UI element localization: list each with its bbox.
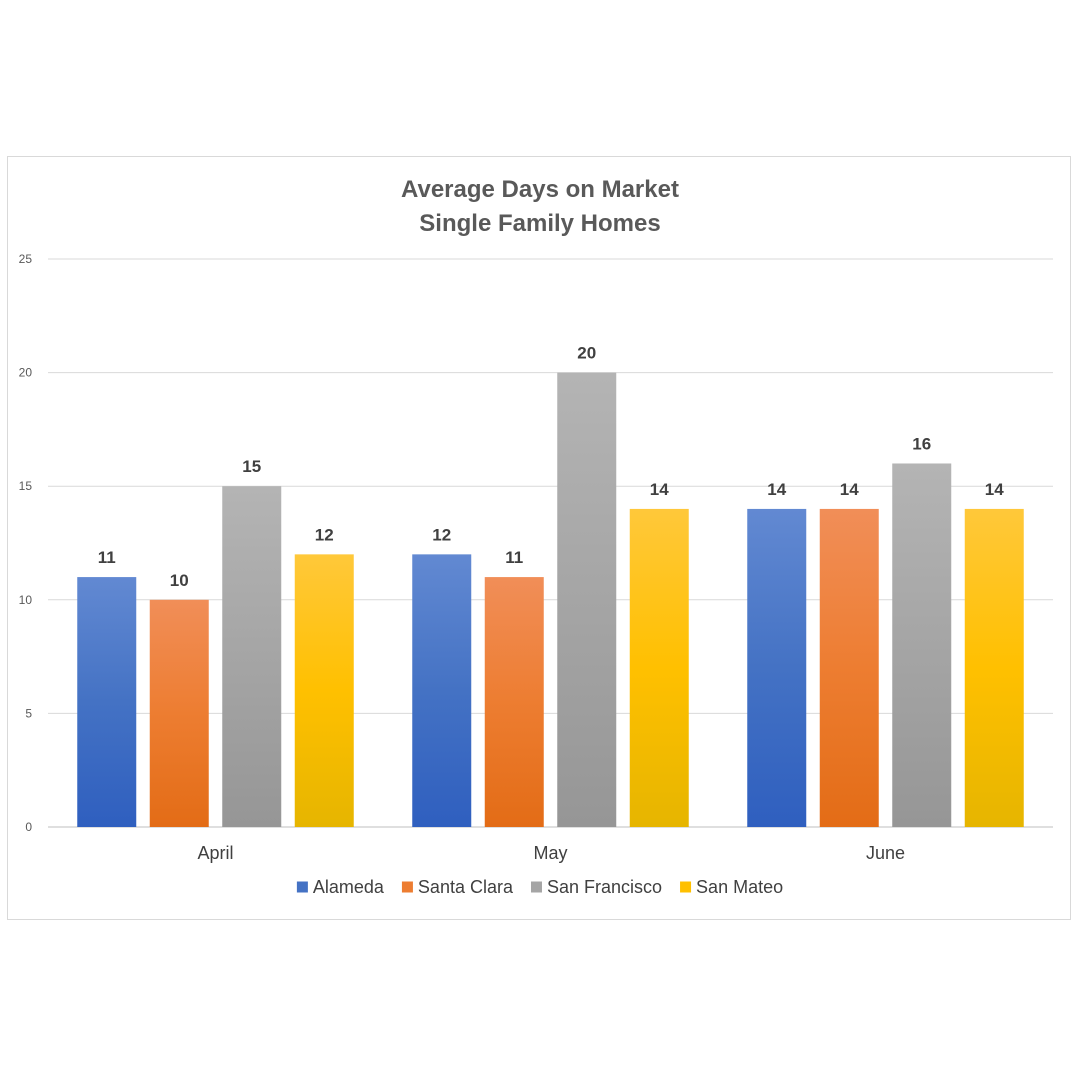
data-label: 15 <box>242 457 261 476</box>
legend: Alameda Santa Clara San Francisco San Mateo <box>296 877 783 897</box>
x-category-label: May <box>533 843 567 863</box>
bars <box>77 372 1024 827</box>
data-label: 20 <box>577 344 596 363</box>
legend-item-santa-clara: Santa Clara <box>401 877 514 897</box>
y-axis: 0 5 10 15 20 25 <box>19 252 33 834</box>
data-label: 16 <box>912 434 931 453</box>
x-axis: April May June <box>197 843 905 863</box>
legend-swatch <box>680 881 692 893</box>
bar-alameda-june <box>747 508 807 827</box>
legend-label: San Francisco <box>547 877 662 897</box>
data-label: 14 <box>767 480 786 499</box>
legend-item-alameda: Alameda <box>296 877 385 897</box>
legend-item-san-mateo: San Mateo <box>680 877 783 897</box>
bar-santa-clara-april <box>149 599 209 827</box>
data-label: 12 <box>315 525 334 544</box>
data-label: 12 <box>432 525 451 544</box>
data-label: 10 <box>170 571 189 590</box>
data-label: 11 <box>98 548 116 567</box>
x-category-label: June <box>866 843 905 863</box>
y-tick-label: 15 <box>19 479 33 493</box>
legend-label: San Mateo <box>696 877 783 897</box>
y-tick-label: 5 <box>25 706 32 720</box>
chart-title-line-2: Single Family Homes <box>419 210 660 237</box>
y-tick-label: 25 <box>19 252 33 266</box>
y-tick-label: 20 <box>19 366 33 380</box>
data-label: 14 <box>650 480 669 499</box>
legend-label: Alameda <box>313 877 385 897</box>
legend-label: Santa Clara <box>418 877 514 897</box>
legend-item-san-francisco: San Francisco <box>530 877 662 897</box>
bar-santa-clara-may <box>484 577 544 827</box>
bar-san-francisco-may <box>557 372 617 827</box>
data-label: 11 <box>505 548 523 567</box>
data-label: 14 <box>985 480 1004 499</box>
chart-title-line-1: Average Days on Market <box>401 176 679 203</box>
bar-san-mateo-april <box>294 554 354 827</box>
chart-title: Average Days on Market Single Family Home… <box>401 176 679 237</box>
bar-chart: Average Days on Market Single Family Home… <box>19 176 1053 897</box>
bar-santa-clara-june <box>819 508 879 827</box>
legend-swatch <box>530 881 542 893</box>
data-label: 14 <box>840 480 859 499</box>
data-labels: 11 10 15 12 12 11 20 14 14 14 16 14 <box>98 344 1004 590</box>
bar-san-francisco-april <box>222 486 282 827</box>
chart-frame: Average Days on Market Single Family Home… <box>7 156 1071 920</box>
legend-swatch <box>401 881 413 893</box>
bar-san-mateo-may <box>629 508 689 827</box>
y-tick-label: 0 <box>25 820 32 834</box>
y-tick-label: 10 <box>19 593 33 607</box>
bar-alameda-april <box>77 577 137 827</box>
bar-alameda-may <box>412 554 472 827</box>
x-category-label: April <box>197 843 233 863</box>
legend-swatch <box>296 881 308 893</box>
bar-san-francisco-june <box>892 463 952 827</box>
bar-san-mateo-june <box>964 508 1024 827</box>
gridlines <box>48 258 1053 828</box>
